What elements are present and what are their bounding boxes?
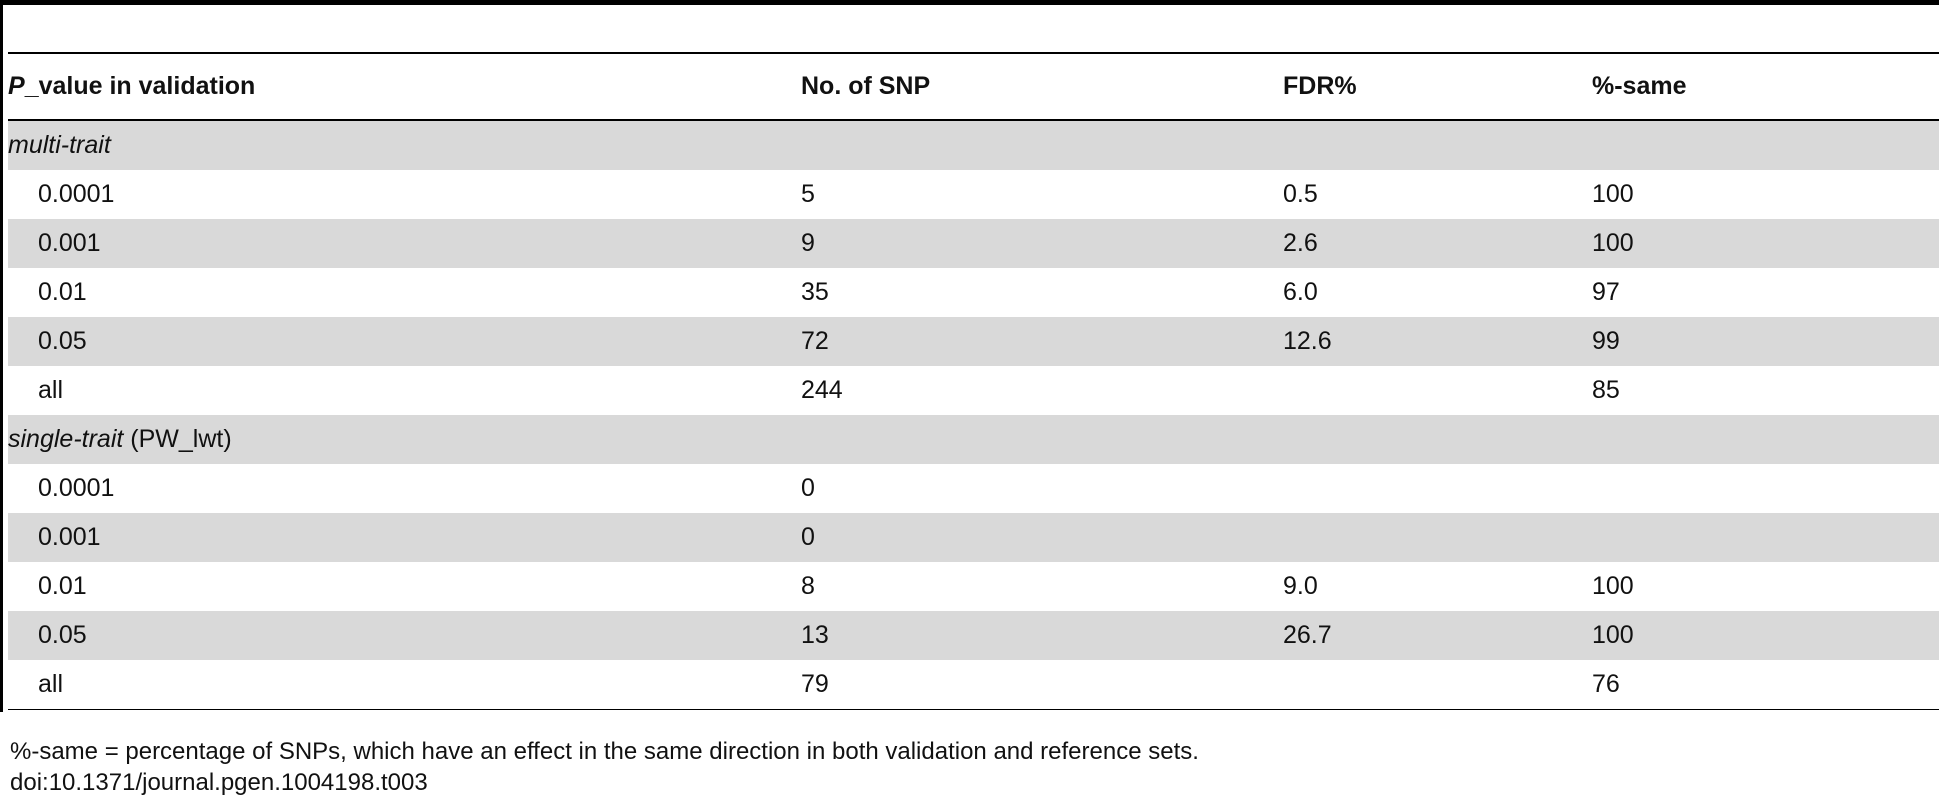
cell-same: 97 [1592, 277, 1620, 306]
table-row: all 79 76 [8, 660, 1939, 709]
cell-same: 100 [1592, 228, 1634, 257]
cell-p-value: 0.0001 [38, 473, 115, 502]
cell-p-value: 0.001 [38, 228, 101, 257]
table-top-rule [8, 52, 1939, 54]
table-row: 0.001 9 2.6 100 [8, 218, 1939, 268]
cell-snp-count: 79 [801, 669, 829, 698]
group-label-multi-trait: multi-trait [8, 131, 111, 160]
header-fdr: FDR% [1283, 72, 1357, 100]
table-row: 0.01 35 6.0 97 [8, 268, 1939, 317]
doi-reference: doi:10.1371/journal.pgen.1004198.t003 [10, 769, 428, 796]
cell-same: 76 [1592, 669, 1620, 698]
cell-p-value: all [38, 669, 64, 698]
cell-p-value: 0.01 [38, 571, 87, 600]
group-label-single-trait: single-trait (PW_lwt) [8, 425, 232, 454]
cell-snp-count: 13 [801, 620, 829, 649]
group-label-italic: single-trait [8, 424, 124, 453]
cell-p-value: all [38, 375, 64, 404]
table-header-row: P_value in validation No. of SNP FDR% %-… [8, 54, 1939, 119]
cell-same: 85 [1592, 375, 1620, 404]
cell-p-value: 0.05 [38, 326, 87, 355]
group-label-row: single-trait (PW_lwt) [8, 414, 1939, 464]
group-label-row: multi-trait [8, 120, 1939, 170]
cell-snp-count: 0 [801, 522, 815, 551]
cell-same: 100 [1592, 179, 1634, 208]
group-label-italic: multi-trait [8, 130, 111, 159]
header-p-italic: P [8, 72, 25, 100]
left-border [0, 0, 3, 712]
header-same: %-same [1592, 72, 1687, 100]
cell-snp-count: 244 [801, 375, 843, 404]
table-row: 0.0001 5 0.5 100 [8, 170, 1939, 219]
cell-fdr: 2.6 [1283, 228, 1318, 257]
cell-p-value: 0.0001 [38, 179, 115, 208]
header-p-value: P_value in validation [8, 72, 255, 101]
table-bottom-rule [8, 708, 1939, 710]
table-row: 0.01 8 9.0 100 [8, 562, 1939, 611]
table-row: 0.001 0 [8, 512, 1939, 562]
cell-fdr: 9.0 [1283, 571, 1318, 600]
cell-p-value: 0.01 [38, 277, 87, 306]
cell-p-value: 0.001 [38, 522, 101, 551]
cell-same: 100 [1592, 620, 1634, 649]
cell-snp-count: 9 [801, 228, 815, 257]
cell-p-value: 0.05 [38, 620, 87, 649]
header-p-rest: _value in validation [24, 72, 256, 100]
cell-fdr: 12.6 [1283, 326, 1332, 355]
cell-snp-count: 35 [801, 277, 829, 306]
cell-fdr: 0.5 [1283, 179, 1318, 208]
cell-snp-count: 0 [801, 473, 815, 502]
cell-fdr: 6.0 [1283, 277, 1318, 306]
cell-snp-count: 72 [801, 326, 829, 355]
results-table: P_value in validation No. of SNP FDR% %-… [8, 52, 1939, 710]
top-border [0, 0, 1939, 5]
header-rule [8, 119, 1939, 121]
cell-same: 99 [1592, 326, 1620, 355]
cell-snp-count: 5 [801, 179, 815, 208]
group-label-rest: (PW_lwt) [123, 424, 232, 453]
table-row: 0.0001 0 [8, 464, 1939, 513]
table-row: 0.05 72 12.6 99 [8, 316, 1939, 366]
cell-fdr: 26.7 [1283, 620, 1332, 649]
cell-snp-count: 8 [801, 571, 815, 600]
cell-same: 100 [1592, 571, 1634, 600]
table-row: all 244 85 [8, 366, 1939, 415]
table-footnote: %-same = percentage of SNPs, which have … [10, 738, 1199, 765]
table-row: 0.05 13 26.7 100 [8, 610, 1939, 660]
header-no-of-snp: No. of SNP [801, 72, 931, 100]
